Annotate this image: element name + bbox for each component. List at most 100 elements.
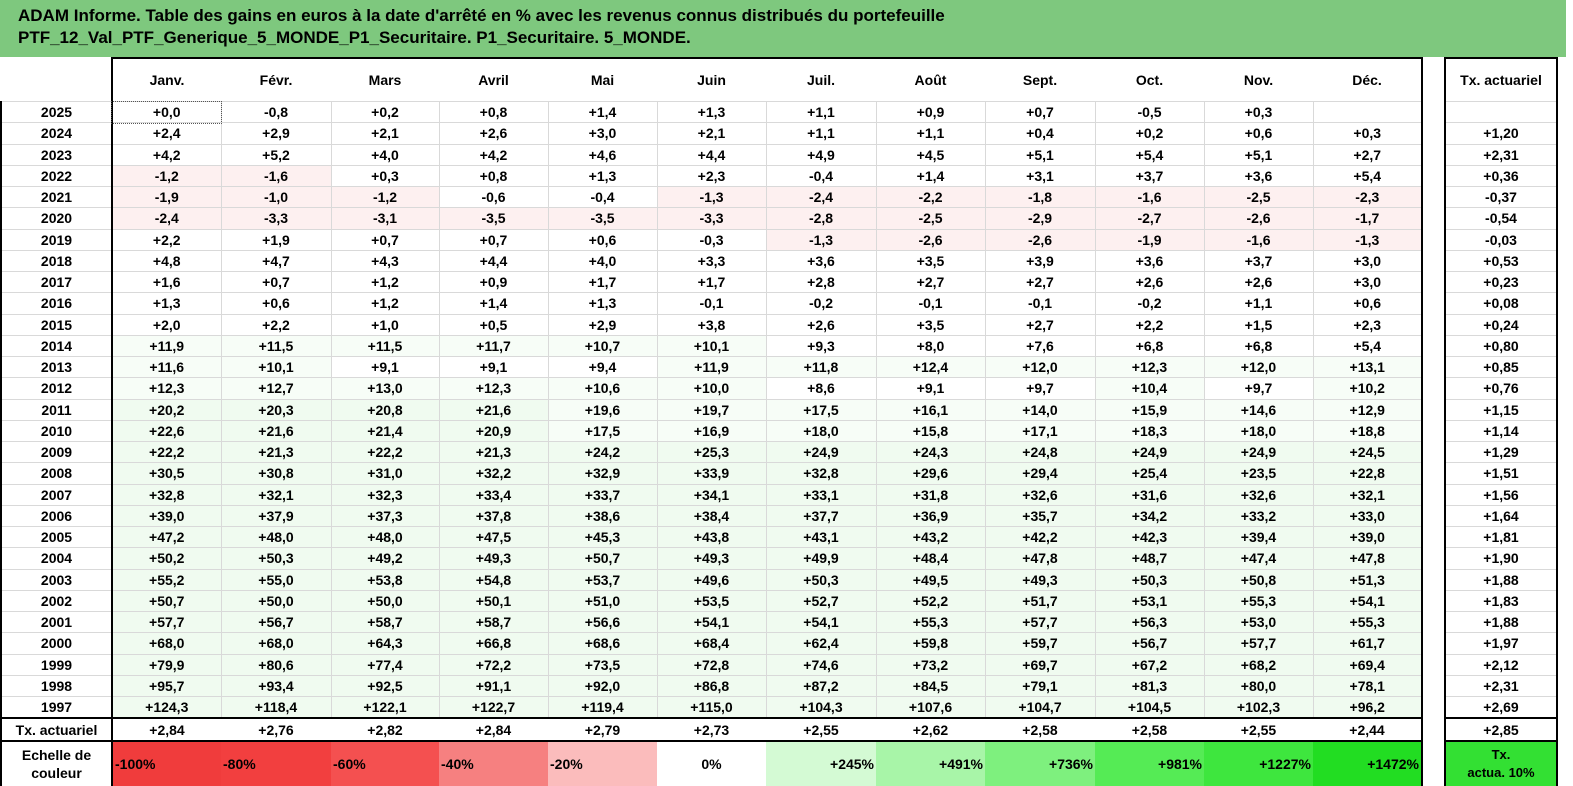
value-cell: +0,6	[220, 292, 331, 314]
year-cell: 1999	[0, 653, 113, 676]
value-cell: +0,7	[984, 100, 1095, 123]
table-row: 2019 +2,2 +1,9 +0,7 +0,7 +0,6 -0,3 -1,3 -2,6 -2,6…	[0, 228, 1558, 251]
value-cell: +3,9	[984, 249, 1095, 272]
actuarial-scale-line2: actua. 10%	[1467, 765, 1535, 781]
value-cell: +55,3	[1203, 589, 1313, 612]
value-cell: +3,6	[1203, 164, 1313, 187]
value-cell: +59,8	[875, 632, 985, 654]
value-cell: +1,1	[1203, 292, 1313, 314]
year-cell: 2000	[0, 632, 113, 654]
value-cell: -2,5	[1203, 185, 1313, 208]
value-cell: +10,7	[547, 334, 657, 357]
value-cell: +3,5	[875, 249, 985, 272]
value-cell: +2,9	[547, 313, 657, 336]
spacer	[1422, 101, 1445, 123]
actuarial-header: Tx. actuariel	[1444, 57, 1558, 102]
value-cell: +12,4	[875, 355, 985, 378]
value-cell: +86,8	[656, 674, 766, 697]
value-cell: +1,2	[330, 292, 439, 314]
value-cell: +3,1	[984, 164, 1095, 187]
actuarial-cell: +1,14	[1444, 419, 1558, 442]
value-cell: +53,1	[1094, 589, 1204, 612]
table-row: 2008 +30,5 +30,8 +31,0 +32,2 +32,9 +33,9 +32,8 +…	[0, 462, 1558, 484]
value-cell: -2,7	[1094, 207, 1204, 229]
value-cell: +13,1	[1312, 355, 1423, 378]
value-cell: +8,6	[765, 377, 876, 399]
spacer	[1422, 675, 1445, 697]
value-cell: +8,0	[875, 334, 985, 357]
color-scale-swatch: +491%	[876, 740, 985, 786]
value-cell: +3,3	[656, 249, 766, 272]
value-cell: -2,5	[875, 207, 985, 229]
value-cell: +58,7	[438, 610, 548, 633]
value-cell: +4,7	[220, 249, 331, 272]
value-cell: +6,8	[1203, 334, 1313, 357]
year-cell: 2009	[0, 440, 113, 463]
value-cell: +91,1	[438, 674, 548, 697]
value-cell: +9,1	[330, 355, 439, 378]
year-cell: 2007	[0, 483, 113, 506]
value-cell: +51,0	[547, 589, 657, 612]
value-cell: +12,0	[984, 355, 1095, 378]
year-cell: 2004	[0, 547, 113, 569]
value-cell: +54,1	[1312, 589, 1423, 612]
value-cell: -1,2	[330, 185, 439, 208]
actuarial-cell: +1,64	[1444, 504, 1558, 527]
value-cell: +64,3	[330, 632, 439, 654]
spacer	[1422, 590, 1445, 612]
table-row: 2022 -1,2 -1,6 +0,3 +0,8 +1,3 +2,3 -0,4 +1,4 +3,1…	[0, 164, 1558, 187]
value-cell: -1,6	[1203, 228, 1313, 251]
actuarial-cell: +0,76	[1444, 377, 1558, 399]
value-cell: +42,2	[984, 525, 1095, 548]
year-cell: 1997	[0, 696, 113, 719]
value-cell: +4,2	[438, 143, 548, 166]
value-cell: +14,0	[984, 398, 1095, 421]
spacer	[1422, 356, 1445, 378]
actuarial-cell: +0,36	[1444, 164, 1558, 187]
value-cell: -3,5	[547, 207, 657, 229]
spacer	[1422, 547, 1445, 569]
value-cell: +24,9	[765, 440, 876, 463]
value-cell: +4,0	[547, 249, 657, 272]
value-cell: +11,9	[111, 334, 221, 357]
value-cell: -2,9	[984, 207, 1095, 229]
value-cell: +18,0	[765, 419, 876, 442]
value-cell: +3,5	[875, 313, 985, 336]
value-cell: +55,3	[875, 610, 985, 633]
value-cell: +9,4	[547, 355, 657, 378]
value-cell: +39,0	[111, 504, 221, 527]
spacer	[1422, 186, 1445, 208]
value-cell: -1,3	[656, 185, 766, 208]
value-cell: +25,4	[1094, 462, 1204, 484]
value-cell: +2,6	[1203, 270, 1313, 293]
value-cell: -1,9	[111, 185, 221, 208]
value-cell: +92,5	[330, 674, 439, 697]
value-cell: +17,1	[984, 419, 1095, 442]
value-cell: +23,5	[1203, 462, 1313, 484]
value-cell: +32,9	[547, 462, 657, 484]
value-cell: +93,4	[220, 674, 331, 697]
value-cell: +0,6	[1312, 292, 1423, 314]
spacer	[1422, 207, 1445, 229]
value-cell: +2,0	[111, 313, 221, 336]
value-cell: +0,5	[438, 313, 548, 336]
value-cell: -1,6	[1094, 185, 1204, 208]
year-cell: 2011	[0, 398, 113, 421]
year-cell: 2022	[0, 164, 113, 187]
actuarial-month-cell: +2,82	[331, 717, 439, 742]
value-cell: +48,0	[330, 525, 439, 548]
value-cell: +0,2	[330, 100, 439, 123]
value-cell: +32,2	[438, 462, 548, 484]
spacer	[1422, 696, 1445, 719]
spacer	[1422, 441, 1445, 463]
value-cell: +95,7	[111, 674, 221, 697]
value-cell: +50,3	[1094, 568, 1204, 591]
value-cell: +2,7	[1312, 143, 1423, 166]
spacer	[1422, 632, 1445, 654]
year-cell: 2015	[0, 313, 113, 336]
spacer	[1422, 335, 1445, 357]
value-cell: +1,5	[1203, 313, 1313, 336]
value-cell: +12,9	[1312, 398, 1423, 421]
actuarial-cell: +1,15	[1444, 398, 1558, 421]
color-scale-row: Echelle de couleur -100% -80% -60% -40% -20% 0%…	[0, 740, 1558, 786]
